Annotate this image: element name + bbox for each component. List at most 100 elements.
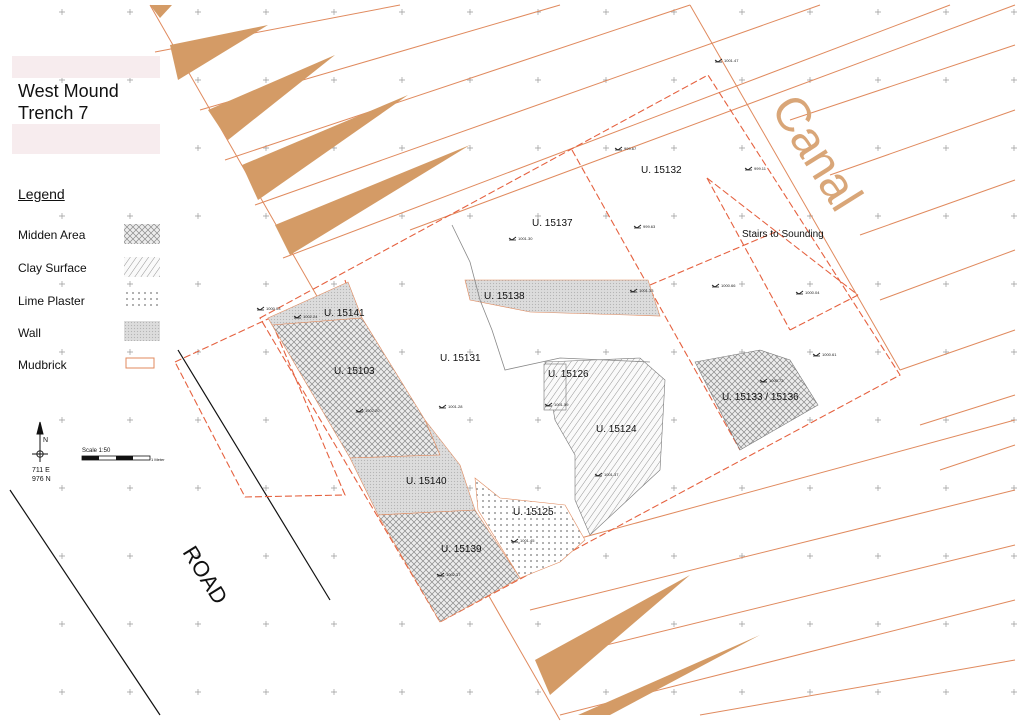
grid-marker — [943, 621, 949, 627]
grid-marker — [807, 485, 813, 491]
grid-marker — [739, 689, 745, 695]
grid-marker — [263, 349, 269, 355]
grid-marker — [331, 485, 337, 491]
grid-marker — [943, 77, 949, 83]
elevation-marker — [711, 283, 720, 288]
grid-marker — [875, 689, 881, 695]
grid-marker — [671, 689, 677, 695]
grid-marker — [943, 145, 949, 151]
elevation-marker — [594, 472, 603, 477]
grid-marker — [875, 621, 881, 627]
grid-marker — [875, 9, 881, 15]
canal-label: Canal — [761, 86, 872, 220]
legend-swatch-plaster — [124, 290, 160, 310]
grid-marker — [739, 485, 745, 491]
grid-marker — [399, 9, 405, 15]
grid-marker — [59, 281, 65, 287]
trench-outline — [174, 74, 901, 623]
elevation-label: 1002.37 — [446, 572, 461, 577]
grid-marker — [535, 145, 541, 151]
grid-marker — [1011, 553, 1017, 559]
elevation-marker — [544, 402, 553, 407]
elevation-label: 1002.20 — [365, 408, 380, 413]
grid-marker — [127, 485, 133, 491]
grid-marker — [127, 349, 133, 355]
map-title: West Mound Trench 7 — [18, 80, 119, 124]
grid-marker — [263, 77, 269, 83]
title-band-bottom — [12, 124, 160, 154]
grid-marker — [127, 553, 133, 559]
unit-label: U. 15141 — [324, 308, 365, 319]
grid-marker — [467, 417, 473, 423]
north-arrow — [32, 421, 48, 462]
grid-marker — [263, 621, 269, 627]
grid-marker — [875, 553, 881, 559]
plaster-15125 — [474, 477, 586, 579]
grid-marker — [127, 9, 133, 15]
grid-marker — [535, 213, 541, 219]
grid-marker — [127, 689, 133, 695]
title-band-top — [12, 56, 160, 78]
elevation-marker — [508, 236, 517, 241]
elevation-marker — [812, 352, 821, 357]
grid-marker — [399, 281, 405, 287]
unit-label: Stairs to Sounding — [742, 229, 824, 240]
grid-marker — [399, 689, 405, 695]
clay-15126 — [543, 363, 567, 411]
grid-marker — [671, 281, 677, 287]
grid-marker — [263, 281, 269, 287]
grid-marker — [535, 689, 541, 695]
legend-swatch-midden — [124, 224, 160, 244]
grid-marker — [127, 77, 133, 83]
elevation-marker — [510, 538, 519, 543]
grid-marker — [739, 281, 745, 287]
grid-marker — [739, 145, 745, 151]
grid-marker — [603, 689, 609, 695]
grid-marker — [59, 77, 65, 83]
grid-marker — [1011, 621, 1017, 627]
elevation-label: 999.63 — [643, 224, 656, 229]
grid-marker — [263, 689, 269, 695]
grid-marker — [467, 689, 473, 695]
elevation-marker — [795, 290, 804, 295]
grid-marker — [127, 621, 133, 627]
grid-marker — [195, 145, 201, 151]
grid-marker — [263, 553, 269, 559]
wall-15138 — [464, 279, 661, 317]
title-line-2: Trench 7 — [18, 103, 89, 123]
elevation-marker — [256, 306, 265, 311]
clay-15124 — [544, 357, 666, 536]
grid-marker — [1011, 689, 1017, 695]
elevation-label: 1001.45 — [520, 538, 535, 543]
grid-marker — [535, 349, 541, 355]
grid-marker — [331, 77, 337, 83]
unit-label: U. 15133 / 15136 — [722, 392, 799, 403]
grid-marker — [263, 9, 269, 15]
grid-marker — [943, 485, 949, 491]
legend-swatch-wall — [124, 321, 160, 341]
grid-marker — [399, 145, 405, 151]
grid-marker — [127, 213, 133, 219]
grid-marker — [59, 9, 65, 15]
elevation-label: 999.11 — [754, 166, 767, 171]
elevation-label: 1000.04 — [805, 290, 820, 295]
grid-marker — [195, 621, 201, 627]
legend-heading: Legend — [18, 186, 65, 202]
grid-marker — [807, 281, 813, 287]
unit-label: U. 15125 — [513, 507, 554, 518]
unit-label: U. 15137 — [532, 218, 573, 229]
elevation-label: 1002.24 — [303, 314, 318, 319]
grid-marker — [195, 689, 201, 695]
grid-marker — [671, 77, 677, 83]
grid-marker — [739, 9, 745, 15]
unit-label: U. 15103 — [334, 366, 375, 377]
grid-marker — [807, 145, 813, 151]
grid-marker — [739, 213, 745, 219]
elevation-marker — [633, 224, 642, 229]
grid-marker — [195, 417, 201, 423]
grid-marker — [535, 77, 541, 83]
elevation-marker — [759, 378, 768, 383]
grid-marker — [671, 553, 677, 559]
grid-marker — [807, 553, 813, 559]
grid-marker — [875, 281, 881, 287]
